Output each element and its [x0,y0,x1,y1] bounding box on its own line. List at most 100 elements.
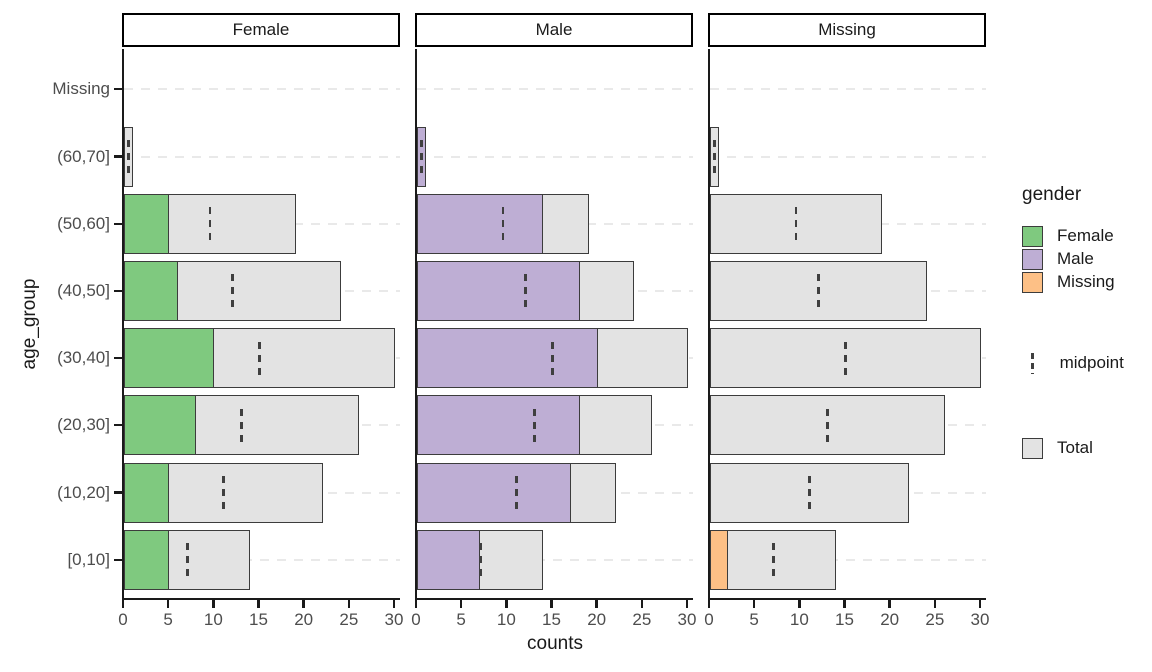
midpoint-marker [478,543,482,577]
x-axis-tick [459,600,463,608]
y-axis-tick-label: (40,50] [57,280,110,300]
facet-strip-missing: Missing [708,13,986,47]
female-bar [124,462,170,523]
x-axis-tick-label: 25 [925,610,945,629]
midpoint-marker [844,341,847,375]
gridline [417,155,693,158]
midpoint-marker [208,207,212,241]
y-axis-tick-label: (20,30] [57,415,110,435]
legend-title: gender [1022,184,1082,205]
gridline [124,558,400,561]
midpoint-marker [240,408,243,442]
x-axis-tick [212,600,215,608]
legend-item-male: Male [1022,248,1094,270]
y-axis-tick [114,424,122,427]
y-axis-tick [114,289,122,293]
midpoint-marker [808,476,811,509]
y-axis-tick-label: (50,60] [57,213,110,233]
y-axis-tick [114,222,122,225]
y-axis-tick [114,558,122,561]
legend-item-missing: Missing [1022,271,1115,293]
x-axis-tick [257,600,260,608]
midpoint-dash-icon [1031,352,1034,374]
midpoint-marker [222,476,225,509]
male-bar [417,193,544,254]
x-axis-tick [978,600,982,608]
male-bar [417,395,580,456]
midpoint-marker [794,207,798,241]
x-axis-tick [414,600,418,608]
missing-bar [710,529,729,590]
male-bar [417,260,580,321]
total-bar [710,328,981,389]
facet-strip-label: Missing [818,20,876,39]
female-bar [124,395,197,456]
facet-panel-male [415,49,693,600]
midpoint-marker [515,476,518,509]
male-bar [417,529,481,590]
x-axis-tick-label: 30 [677,610,697,629]
male-bar [417,462,571,523]
facet-strip-label: Female [232,20,290,39]
x-axis-tick-label: 15 [835,610,854,629]
y-axis-tick-label: (10,20] [57,482,110,502]
x-axis-tick-label: 5 [456,610,466,629]
x-axis-tick-label: 15 [249,610,268,629]
x-axis-tick-label: 5 [749,610,759,629]
male-swatch [1022,248,1043,270]
x-axis-tick-label: 0 [118,610,128,629]
midpoint-marker [713,140,716,173]
x-axis-tick [685,600,689,608]
legend-total-entry: Total [1022,437,1093,459]
midpoint-marker [185,543,189,577]
x-axis-tick [933,600,937,608]
gridline [710,155,986,158]
x-axis-tick [166,600,170,608]
x-axis-tick [798,600,801,608]
x-axis-tick [505,600,508,608]
midpoint-marker [420,140,423,173]
facet-panel-missing [708,49,986,600]
female-swatch [1022,225,1043,247]
midpoint-marker [231,274,234,308]
y-axis-tick-label: (60,70] [57,146,110,166]
y-axis-tick-label: [0,10] [67,549,110,569]
x-axis-tick [550,600,553,608]
x-axis-tick [392,600,396,608]
legend-item-label: Missing [1057,272,1115,291]
legend-total-label: Total [1057,438,1093,457]
gridline [710,88,986,91]
y-axis-tick-label: (30,40] [57,348,110,368]
x-axis-tick-label: 15 [542,610,561,629]
x-axis-tick [888,600,891,608]
female-bar [124,529,170,590]
x-axis-tick [707,600,711,608]
midpoint-marker [771,543,775,577]
x-axis-tick-label: 10 [203,610,223,629]
female-bar [124,328,215,389]
midpoint-marker [258,341,261,375]
legend-item-label: Male [1057,249,1094,268]
legend: gender Female Male Missing midpoint Total [1014,0,1152,672]
facet-panel-female [122,49,400,600]
x-axis-tick-label: 10 [496,610,516,629]
facet-strip-female: Female [122,13,400,47]
female-bar [124,193,170,254]
x-axis-tick-label: 25 [339,610,359,629]
midpoint-marker [817,274,820,308]
male-bar [417,328,598,389]
x-axis-tick-label: 5 [163,610,173,629]
gridline [124,88,400,91]
x-axis-tick-label: 10 [789,610,809,629]
x-axis-tick-label: 20 [880,610,900,629]
x-axis-tick-label: 0 [411,610,421,629]
x-axis-tick [121,600,125,608]
legend-item-female: Female [1022,225,1114,247]
x-axis-tick-label: 0 [704,610,714,629]
x-axis-tick-label: 30 [384,610,404,629]
midpoint-marker [127,140,130,173]
legend-item-label: Female [1057,226,1114,245]
legend-total-swatch [1022,437,1043,459]
y-axis-tick [114,155,122,158]
gridline [124,155,400,158]
